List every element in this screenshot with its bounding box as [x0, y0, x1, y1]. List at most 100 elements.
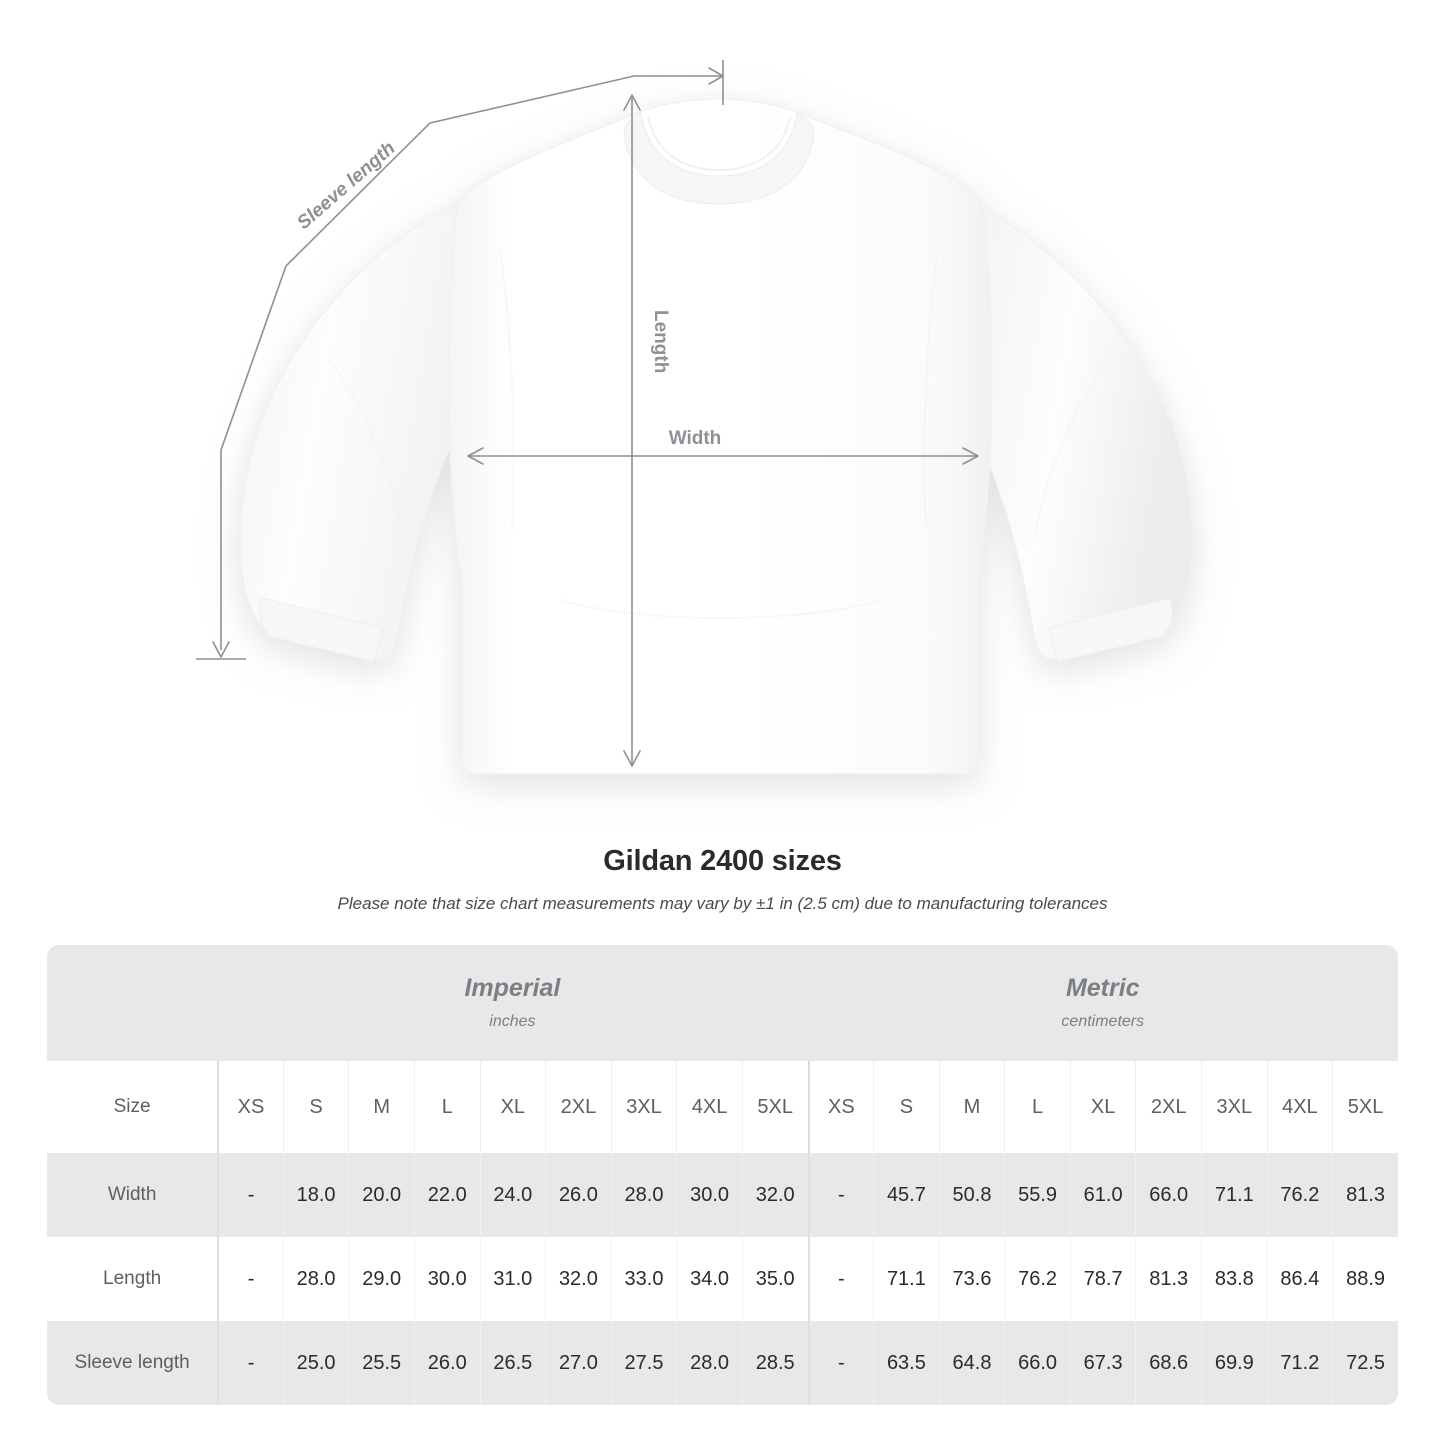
cell-sleeve-metric-l: 66.0	[1004, 1321, 1070, 1405]
size-header-metric-4xl: 4XL	[1266, 1061, 1333, 1153]
unit-sub-imperial: inches	[489, 1013, 536, 1030]
size-header-metric-m: M	[938, 1061, 1005, 1153]
size-header-imperial-xl: XL	[479, 1061, 546, 1153]
cell-width-metric-s: 45.7	[873, 1153, 939, 1237]
length-arrowhead-top	[623, 94, 641, 111]
size-header-metric-2xl: 2XL	[1135, 1061, 1202, 1153]
cell-length-metric-5xl: 88.9	[1332, 1237, 1398, 1321]
width-label: Width	[669, 428, 722, 449]
cell-length-metric-xl: 78.7	[1069, 1237, 1136, 1321]
cell-sleeve-metric-xl: 67.3	[1069, 1321, 1136, 1405]
unit-banner-row: Imperial inches Metric centimeters	[47, 945, 1398, 1061]
collar	[623, 111, 815, 205]
size-chart-table: Imperial inches Metric centimeters Size …	[47, 945, 1398, 1405]
cell-sleeve-imperial-4xl: 28.0	[676, 1321, 742, 1405]
size-header-imperial-xs: XS	[217, 1061, 283, 1153]
cell-width-imperial-5xl: 32.0	[741, 1153, 808, 1237]
unit-sub-metric: centimeters	[1061, 1013, 1145, 1030]
cell-length-imperial-m: 29.0	[348, 1237, 414, 1321]
cell-sleeve-metric-5xl: 72.5	[1332, 1321, 1398, 1405]
cell-width-imperial-s: 18.0	[282, 1153, 349, 1237]
sleeve-length-line	[220, 75, 723, 650]
size-header-imperial-4xl: 4XL	[676, 1061, 742, 1153]
cell-sleeve-metric-s: 63.5	[873, 1321, 939, 1405]
cell-width-imperial-xs: -	[217, 1153, 283, 1237]
cell-sleeve-metric-m: 64.8	[938, 1321, 1005, 1405]
cell-length-metric-xs: -	[807, 1237, 874, 1321]
cell-length-metric-4xl: 86.4	[1266, 1237, 1333, 1321]
table-row-sleeve-length: Sleeve length - 25.0 25.5 26.0 26.5 27.0…	[47, 1321, 1398, 1405]
cell-width-metric-5xl: 81.3	[1332, 1153, 1398, 1237]
cell-length-imperial-3xl: 33.0	[610, 1237, 677, 1321]
garment-illustration: Sleeve length Length Width	[196, 60, 1193, 775]
cell-length-metric-l: 76.2	[1004, 1237, 1070, 1321]
size-header-imperial-l: L	[413, 1061, 480, 1153]
row-label-sleeve-length: Sleeve length	[47, 1321, 218, 1405]
size-header-imperial-5xl: 5XL	[741, 1061, 808, 1153]
unit-banner-spacer	[47, 945, 218, 1061]
cell-width-metric-4xl: 76.2	[1266, 1153, 1333, 1237]
cell-length-imperial-2xl: 32.0	[545, 1237, 611, 1321]
size-header-imperial-m: M	[348, 1061, 414, 1153]
row-label-width: Width	[47, 1153, 218, 1237]
unit-name-imperial: Imperial	[464, 974, 561, 1002]
cell-width-metric-2xl: 66.0	[1135, 1153, 1202, 1237]
cell-width-metric-xl: 61.0	[1069, 1153, 1136, 1237]
cell-length-imperial-xs: -	[217, 1237, 283, 1321]
garment-shape	[239, 98, 1193, 775]
cell-sleeve-metric-2xl: 68.6	[1135, 1321, 1202, 1405]
cell-length-metric-s: 71.1	[873, 1237, 939, 1321]
row-label-length: Length	[47, 1237, 218, 1321]
cell-length-metric-m: 73.6	[938, 1237, 1005, 1321]
right-cuff	[1048, 597, 1174, 663]
cell-length-metric-3xl: 83.8	[1201, 1237, 1267, 1321]
cell-width-metric-3xl: 71.1	[1201, 1153, 1267, 1237]
cell-width-imperial-m: 20.0	[348, 1153, 414, 1237]
cell-sleeve-metric-4xl: 71.2	[1266, 1321, 1333, 1405]
size-header-metric-xs: XS	[807, 1061, 874, 1153]
size-header-row: Size XS S M L XL 2XL 3XL 4XL 5XL XS S M …	[47, 1061, 1398, 1153]
table-row-width: Width - 18.0 20.0 22.0 24.0 26.0 28.0 30…	[47, 1153, 1398, 1237]
size-header-metric-5xl: 5XL	[1332, 1061, 1398, 1153]
table-row-length: Length - 28.0 29.0 30.0 31.0 32.0 33.0 3…	[47, 1237, 1398, 1321]
page-title: Gildan 2400 sizes	[603, 845, 842, 877]
cell-width-imperial-2xl: 26.0	[545, 1153, 611, 1237]
size-header-imperial-s: S	[282, 1061, 349, 1153]
length-arrowhead-bottom	[623, 750, 641, 767]
cell-width-imperial-l: 22.0	[413, 1153, 480, 1237]
size-header-metric-s: S	[873, 1061, 939, 1153]
measurement-guides	[196, 60, 979, 767]
unit-section-metric: Metric centimeters	[807, 945, 1398, 1061]
cell-width-metric-l: 55.9	[1004, 1153, 1070, 1237]
size-header-metric-xl: XL	[1069, 1061, 1136, 1153]
cell-length-imperial-l: 30.0	[413, 1237, 480, 1321]
unit-section-imperial: Imperial inches	[217, 945, 808, 1061]
cell-width-imperial-xl: 24.0	[479, 1153, 546, 1237]
cell-sleeve-metric-3xl: 69.9	[1201, 1321, 1267, 1405]
cell-width-metric-xs: -	[807, 1153, 874, 1237]
left-cuff	[258, 597, 384, 663]
cell-length-metric-2xl: 81.3	[1135, 1237, 1202, 1321]
cell-sleeve-imperial-3xl: 27.5	[610, 1321, 677, 1405]
length-label: Length	[650, 310, 671, 373]
title-block: Gildan 2400 sizes Please note that size …	[0, 845, 1445, 914]
cell-length-imperial-5xl: 35.0	[741, 1237, 808, 1321]
cell-sleeve-imperial-xl: 26.5	[479, 1321, 546, 1405]
cell-length-imperial-xl: 31.0	[479, 1237, 546, 1321]
size-header-label: Size	[47, 1061, 218, 1153]
page-subtitle: Please note that size chart measurements…	[337, 894, 1108, 913]
sleeve-length-arrowhead-bottom	[212, 641, 230, 658]
size-header-metric-3xl: 3XL	[1201, 1061, 1267, 1153]
cell-length-imperial-s: 28.0	[282, 1237, 349, 1321]
cell-sleeve-imperial-2xl: 27.0	[545, 1321, 611, 1405]
cell-sleeve-imperial-s: 25.0	[282, 1321, 349, 1405]
cell-width-metric-m: 50.8	[938, 1153, 1005, 1237]
fabric-folds	[329, 249, 1109, 619]
cell-sleeve-imperial-xs: -	[217, 1321, 283, 1405]
cell-sleeve-imperial-5xl: 28.5	[741, 1321, 808, 1405]
cell-width-imperial-4xl: 30.0	[676, 1153, 742, 1237]
left-sleeve	[239, 204, 493, 661]
cell-sleeve-imperial-m: 25.5	[348, 1321, 414, 1405]
sleeve-length-label: Sleeve length	[293, 138, 399, 234]
